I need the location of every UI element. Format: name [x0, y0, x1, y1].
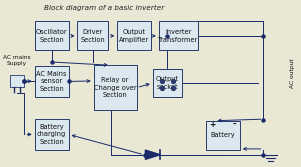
Bar — [117, 21, 151, 50]
Bar — [159, 21, 198, 50]
Text: Driver
Section: Driver Section — [81, 29, 105, 43]
Text: AC mains
Supply: AC mains Supply — [3, 55, 31, 66]
Text: +: + — [209, 120, 216, 129]
Text: Relay or
Change over
Section: Relay or Change over Section — [94, 77, 136, 98]
Bar — [206, 121, 240, 150]
Text: Battery: Battery — [210, 132, 235, 138]
Bar — [35, 66, 69, 97]
Bar — [35, 119, 69, 150]
Text: -: - — [233, 120, 236, 129]
Text: Output
Amplifier: Output Amplifier — [119, 29, 149, 43]
Text: Inverter
Transformer: Inverter Transformer — [158, 29, 199, 43]
Text: AC Mains
sensor
Section: AC Mains sensor Section — [36, 71, 67, 92]
Polygon shape — [145, 150, 160, 159]
Text: Block diagram of a basic inverter: Block diagram of a basic inverter — [44, 5, 164, 11]
Text: AC output: AC output — [290, 59, 295, 89]
Text: Oscillator
Section: Oscillator Section — [36, 29, 67, 43]
Text: Battery
charging
Section: Battery charging Section — [37, 124, 66, 145]
Bar — [77, 21, 108, 50]
Bar — [10, 75, 24, 87]
Bar — [35, 21, 69, 50]
Text: Output
socket: Output socket — [156, 76, 179, 90]
Bar — [94, 65, 137, 110]
Bar — [153, 69, 182, 97]
